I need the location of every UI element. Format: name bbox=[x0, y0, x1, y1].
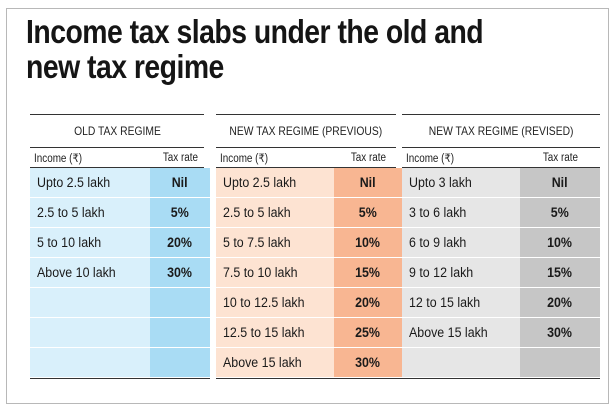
income-cell: Above 10 lakh bbox=[30, 258, 150, 288]
income-column-header: Income (₹) bbox=[220, 153, 269, 165]
income-cell: 5 to 10 lakh bbox=[30, 228, 150, 258]
table-bottom-rule bbox=[30, 378, 210, 379]
tax-rate-cell: 30% bbox=[334, 348, 402, 378]
tax-rate-cell: Nil bbox=[150, 168, 210, 198]
tax-rate-column-header: Tax rate bbox=[542, 152, 578, 164]
income-cell bbox=[402, 348, 520, 378]
tax-rate-cell: 20% bbox=[520, 288, 600, 318]
income-cell: Upto 3 lakh bbox=[402, 168, 520, 198]
tax-rate-cell bbox=[520, 348, 600, 378]
tax-rate-cell: 30% bbox=[520, 318, 600, 348]
tax-rate-cell: 25% bbox=[334, 318, 402, 348]
income-cell: Above 15 lakh bbox=[402, 318, 520, 348]
tax-rate-cell bbox=[150, 288, 210, 318]
income-cell bbox=[30, 318, 150, 348]
income-cell: 2.5 to 5 lakh bbox=[216, 198, 334, 228]
regime-header-old: OLD TAX REGIME bbox=[30, 114, 204, 148]
income-cell: 6 to 9 lakh bbox=[402, 228, 520, 258]
income-column-header: Income (₹) bbox=[34, 153, 83, 165]
header-divider bbox=[216, 167, 396, 168]
tax-rate-cell: Nil bbox=[520, 168, 600, 198]
income-cell: Above 15 lakh bbox=[216, 348, 334, 378]
income-cell: 3 to 6 lakh bbox=[402, 198, 520, 228]
tax-rate-column-header: Tax rate bbox=[350, 152, 386, 164]
tax-rate-column-header: Tax rate bbox=[162, 152, 198, 164]
header-divider bbox=[30, 167, 204, 168]
income-cell: 5 to 7.5 lakh bbox=[216, 228, 334, 258]
income-cell: 10 to 12.5 lakh bbox=[216, 288, 334, 318]
tax-rate-cell: 15% bbox=[334, 258, 402, 288]
tax-rate-cell: 10% bbox=[334, 228, 402, 258]
page-title: Income tax slabs under the old and new t… bbox=[26, 14, 508, 84]
table-bottom-rule bbox=[402, 378, 600, 379]
tax-rate-cell bbox=[150, 318, 210, 348]
tax-rate-cell: 5% bbox=[520, 198, 600, 228]
title-line-1: Income tax slabs under the old and bbox=[26, 13, 484, 50]
income-cell bbox=[30, 348, 150, 378]
regime-title-revised: NEW TAX REGIME (REVISED) bbox=[428, 124, 574, 138]
income-column-header: Income (₹) bbox=[406, 153, 455, 165]
table-bottom-rule bbox=[216, 378, 402, 379]
header-divider bbox=[402, 167, 600, 168]
income-cell: Upto 2.5 lakh bbox=[216, 168, 334, 198]
income-cell bbox=[30, 288, 150, 318]
income-cell: 9 to 12 lakh bbox=[402, 258, 520, 288]
regime-title-old: OLD TAX REGIME bbox=[73, 124, 161, 138]
income-cell: 12.5 to 15 lakh bbox=[216, 318, 334, 348]
tax-rate-cell: 20% bbox=[334, 288, 402, 318]
title-line-2: new tax regime bbox=[26, 48, 224, 85]
regime-header-previous: NEW TAX REGIME (PREVIOUS) bbox=[216, 114, 396, 148]
income-cell: 12 to 15 lakh bbox=[402, 288, 520, 318]
regime-header-revised: NEW TAX REGIME (REVISED) bbox=[402, 114, 600, 148]
tax-rate-cell: 5% bbox=[334, 198, 402, 228]
tax-rate-cell: 15% bbox=[520, 258, 600, 288]
tax-rate-cell: Nil bbox=[334, 168, 402, 198]
tax-rate-cell bbox=[150, 348, 210, 378]
tax-rate-cell: 5% bbox=[150, 198, 210, 228]
income-cell: 7.5 to 10 lakh bbox=[216, 258, 334, 288]
income-cell: 2.5 to 5 lakh bbox=[30, 198, 150, 228]
tax-rate-cell: 20% bbox=[150, 228, 210, 258]
income-cell: Upto 2.5 lakh bbox=[30, 168, 150, 198]
tax-rate-cell: 30% bbox=[150, 258, 210, 288]
tax-rate-cell: 10% bbox=[520, 228, 600, 258]
regime-title-previous: NEW TAX REGIME (PREVIOUS) bbox=[229, 124, 383, 138]
